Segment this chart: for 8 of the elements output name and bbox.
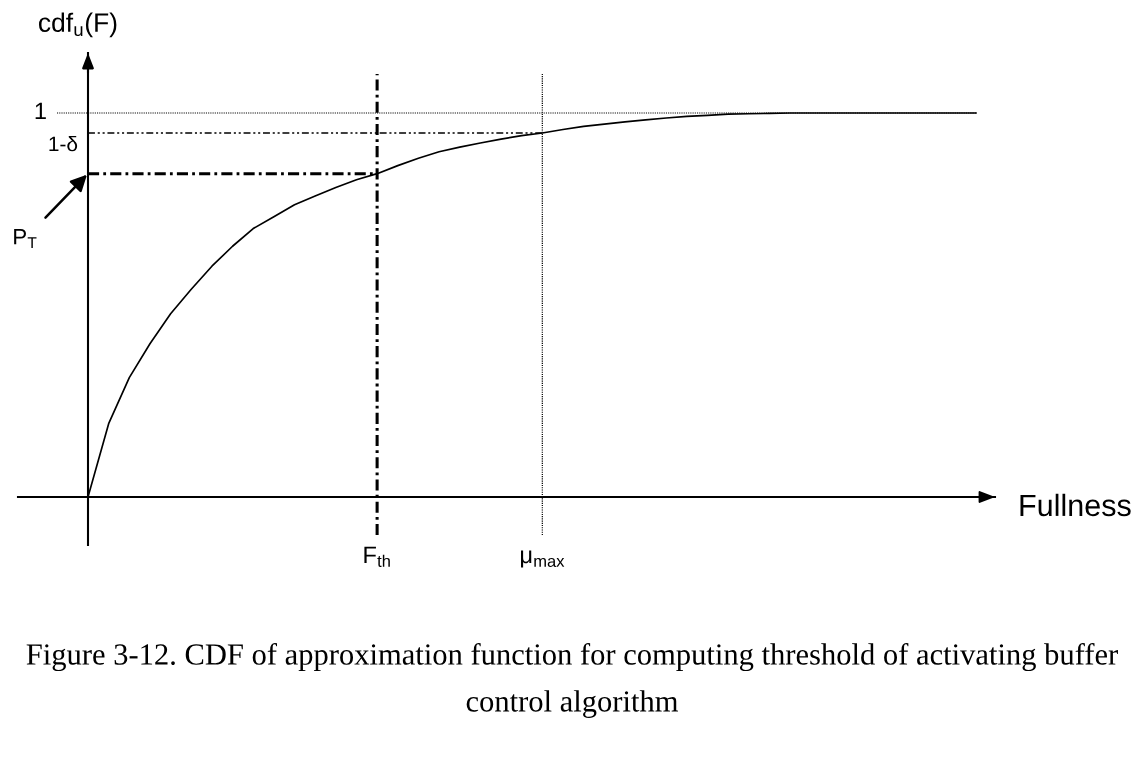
caption: Figure 3-12. CDF of approximation function for computing threshold of activating buffer control algorithm: [26, 643, 1118, 718]
x-axis-title: Fullness: [1020, 493, 1131, 517]
ref-line-label: 1: [35, 102, 46, 120]
ref-line-label: 1-δ: [49, 135, 78, 152]
x-tick-label: F$_{th}$: [364, 546, 390, 567]
ref-line-label: P$_{T}$: [14, 229, 37, 248]
y-axis-title: cdf$_{u}$(F): [39, 12, 117, 38]
x-tick-label: μ$_{max}$: [521, 550, 565, 568]
